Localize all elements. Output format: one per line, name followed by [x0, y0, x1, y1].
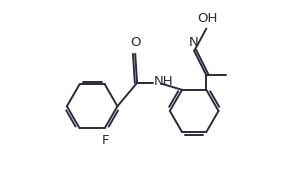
Text: OH: OH [197, 12, 218, 25]
Text: N: N [188, 36, 198, 49]
Text: F: F [102, 134, 110, 147]
Text: O: O [130, 36, 140, 49]
Text: NH: NH [154, 75, 174, 88]
